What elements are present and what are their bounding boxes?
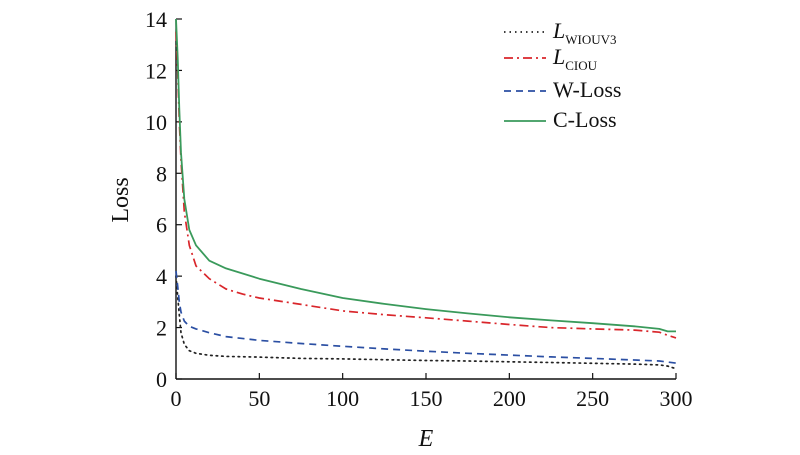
y-tick-label: 6 xyxy=(156,213,167,238)
y-tick-label: 10 xyxy=(145,110,167,135)
legend-label-4: C-Loss xyxy=(553,107,617,132)
x-tick-label: 300 xyxy=(660,386,693,411)
y-tick-label: 0 xyxy=(156,367,167,392)
legend-label-2: LCIOU xyxy=(552,44,598,73)
y-tick-label: 14 xyxy=(145,7,167,32)
legend-label-1: LWIOUV3 xyxy=(552,18,617,47)
legend-label-3: W-Loss xyxy=(553,77,621,102)
y-axis-title: Loss xyxy=(108,177,134,222)
x-ticks: 0 50 100 150 200 250 300 xyxy=(171,373,693,411)
y-tick-label: 12 xyxy=(145,58,167,83)
x-tick-label: 200 xyxy=(493,386,526,411)
x-tick-label: 150 xyxy=(410,386,443,411)
y-ticks: 0 2 4 6 8 10 12 14 xyxy=(145,7,182,392)
series-lines xyxy=(175,18,677,370)
y-tick-label: 2 xyxy=(156,316,167,341)
x-tick-label: 50 xyxy=(248,386,270,411)
series-line-4 xyxy=(175,18,676,333)
x-tick-label: 250 xyxy=(576,386,609,411)
y-tick-label: 8 xyxy=(156,161,167,186)
y-tick-label: 4 xyxy=(156,264,167,289)
x-axis-title: E xyxy=(418,426,434,452)
series-line-3 xyxy=(175,270,677,364)
axes xyxy=(175,19,676,380)
series-line-2 xyxy=(175,31,677,339)
series-line-1 xyxy=(175,275,677,370)
x-tick-label: 0 xyxy=(171,386,182,411)
x-tick-label: 100 xyxy=(326,386,359,411)
